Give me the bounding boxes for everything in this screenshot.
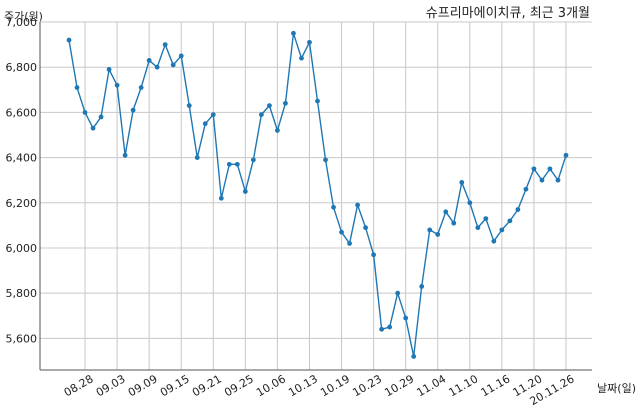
price-point [515,207,521,212]
x-tick-label: 11.04 [414,372,448,399]
x-tick-labels: 08.2809.0309.0909.1509.2109.2510.0610.13… [62,372,577,408]
price-point [459,180,465,185]
x-axis-title: 날짜(일) [597,381,636,395]
price-point [90,125,96,131]
price-point [162,42,168,47]
y-tick-label: 6,000 [6,242,38,255]
price-point [499,227,505,233]
axis-layer [39,22,592,371]
price-point [531,166,537,172]
x-tick-label: 09.15 [158,372,192,399]
price-point [234,161,240,167]
y-tick-label: 5,800 [6,287,38,300]
price-point [411,354,417,359]
price-point [66,37,72,43]
x-tick-label: 09.03 [94,372,128,399]
y-tick-label: 6,600 [6,106,38,119]
price-point [250,157,256,163]
price-point [475,225,481,231]
price-point [355,202,360,208]
series-layer [66,30,569,359]
price-point [275,128,280,133]
price-point [491,238,497,244]
price-point [483,216,489,222]
price-point [106,67,112,72]
price-point [130,107,136,113]
price-point [122,152,128,158]
x-tick-label: 11.16 [479,372,513,399]
price-point [563,152,569,158]
x-tick-label: 11.10 [447,372,481,399]
price-point [467,200,473,206]
price-point [507,218,513,224]
x-tick-label: 10.19 [318,372,352,399]
y-axis-title: 주가(원) [4,10,43,23]
price-point [291,30,296,36]
price-point [218,195,224,201]
price-point [202,121,208,127]
price-point [547,166,553,172]
price-point [194,155,200,160]
price-point [307,39,312,45]
price-point [363,225,368,231]
price-point [435,232,441,237]
price-point [178,53,184,59]
price-point [210,112,216,118]
price-point [395,290,401,296]
price-point [98,114,104,120]
x-tick-label: 09.25 [222,372,256,399]
price-point [138,85,144,90]
price-point [347,241,352,246]
price-point [82,109,88,115]
y-tick-label: 5,600 [6,332,38,345]
price-point [74,85,80,90]
x-tick-label: 09.21 [190,372,224,399]
y-tick-label: 6,800 [6,61,38,74]
price-point [379,326,385,332]
price-point [427,227,433,233]
x-tick-label: 08.28 [62,372,96,399]
price-point [387,324,393,330]
price-point [451,220,457,226]
price-point [403,315,409,321]
price-point [539,177,545,183]
y-tick-labels: 5,600 5,800 6,000 6,200 6,400 6,600 6,800 7,000 [6,16,38,345]
price-point [114,82,120,88]
price-point [170,62,176,68]
grid-layer [40,21,592,370]
price-point [258,112,264,118]
price-point [339,229,344,235]
x-tick-label: 09.09 [126,372,160,399]
price-point [242,189,248,194]
price-point [331,204,336,210]
price-point [419,283,425,289]
price-point [555,177,561,183]
price-point [267,103,272,109]
chart-title: 슈프리마에이치큐, 최근 3개월 [426,6,590,21]
price-point [299,55,304,61]
price-point [283,100,288,106]
x-tick-label: 10.29 [382,372,416,399]
x-tick-label: 10.06 [254,372,288,399]
price-point [371,252,377,258]
price-point [315,98,320,104]
y-tick-label: 6,400 [6,152,38,165]
price-point [443,209,449,215]
x-tick-label: 10.23 [350,372,384,399]
price-point [323,157,328,163]
price-point [186,103,192,109]
y-tick-label: 7,000 [6,16,38,29]
price-series-line [68,32,567,358]
price-point [154,64,160,70]
price-point [523,186,529,192]
y-tick-label: 6,200 [6,197,38,210]
price-point [226,161,232,167]
x-tick-label: 10.13 [286,372,320,399]
price-point [146,58,152,63]
